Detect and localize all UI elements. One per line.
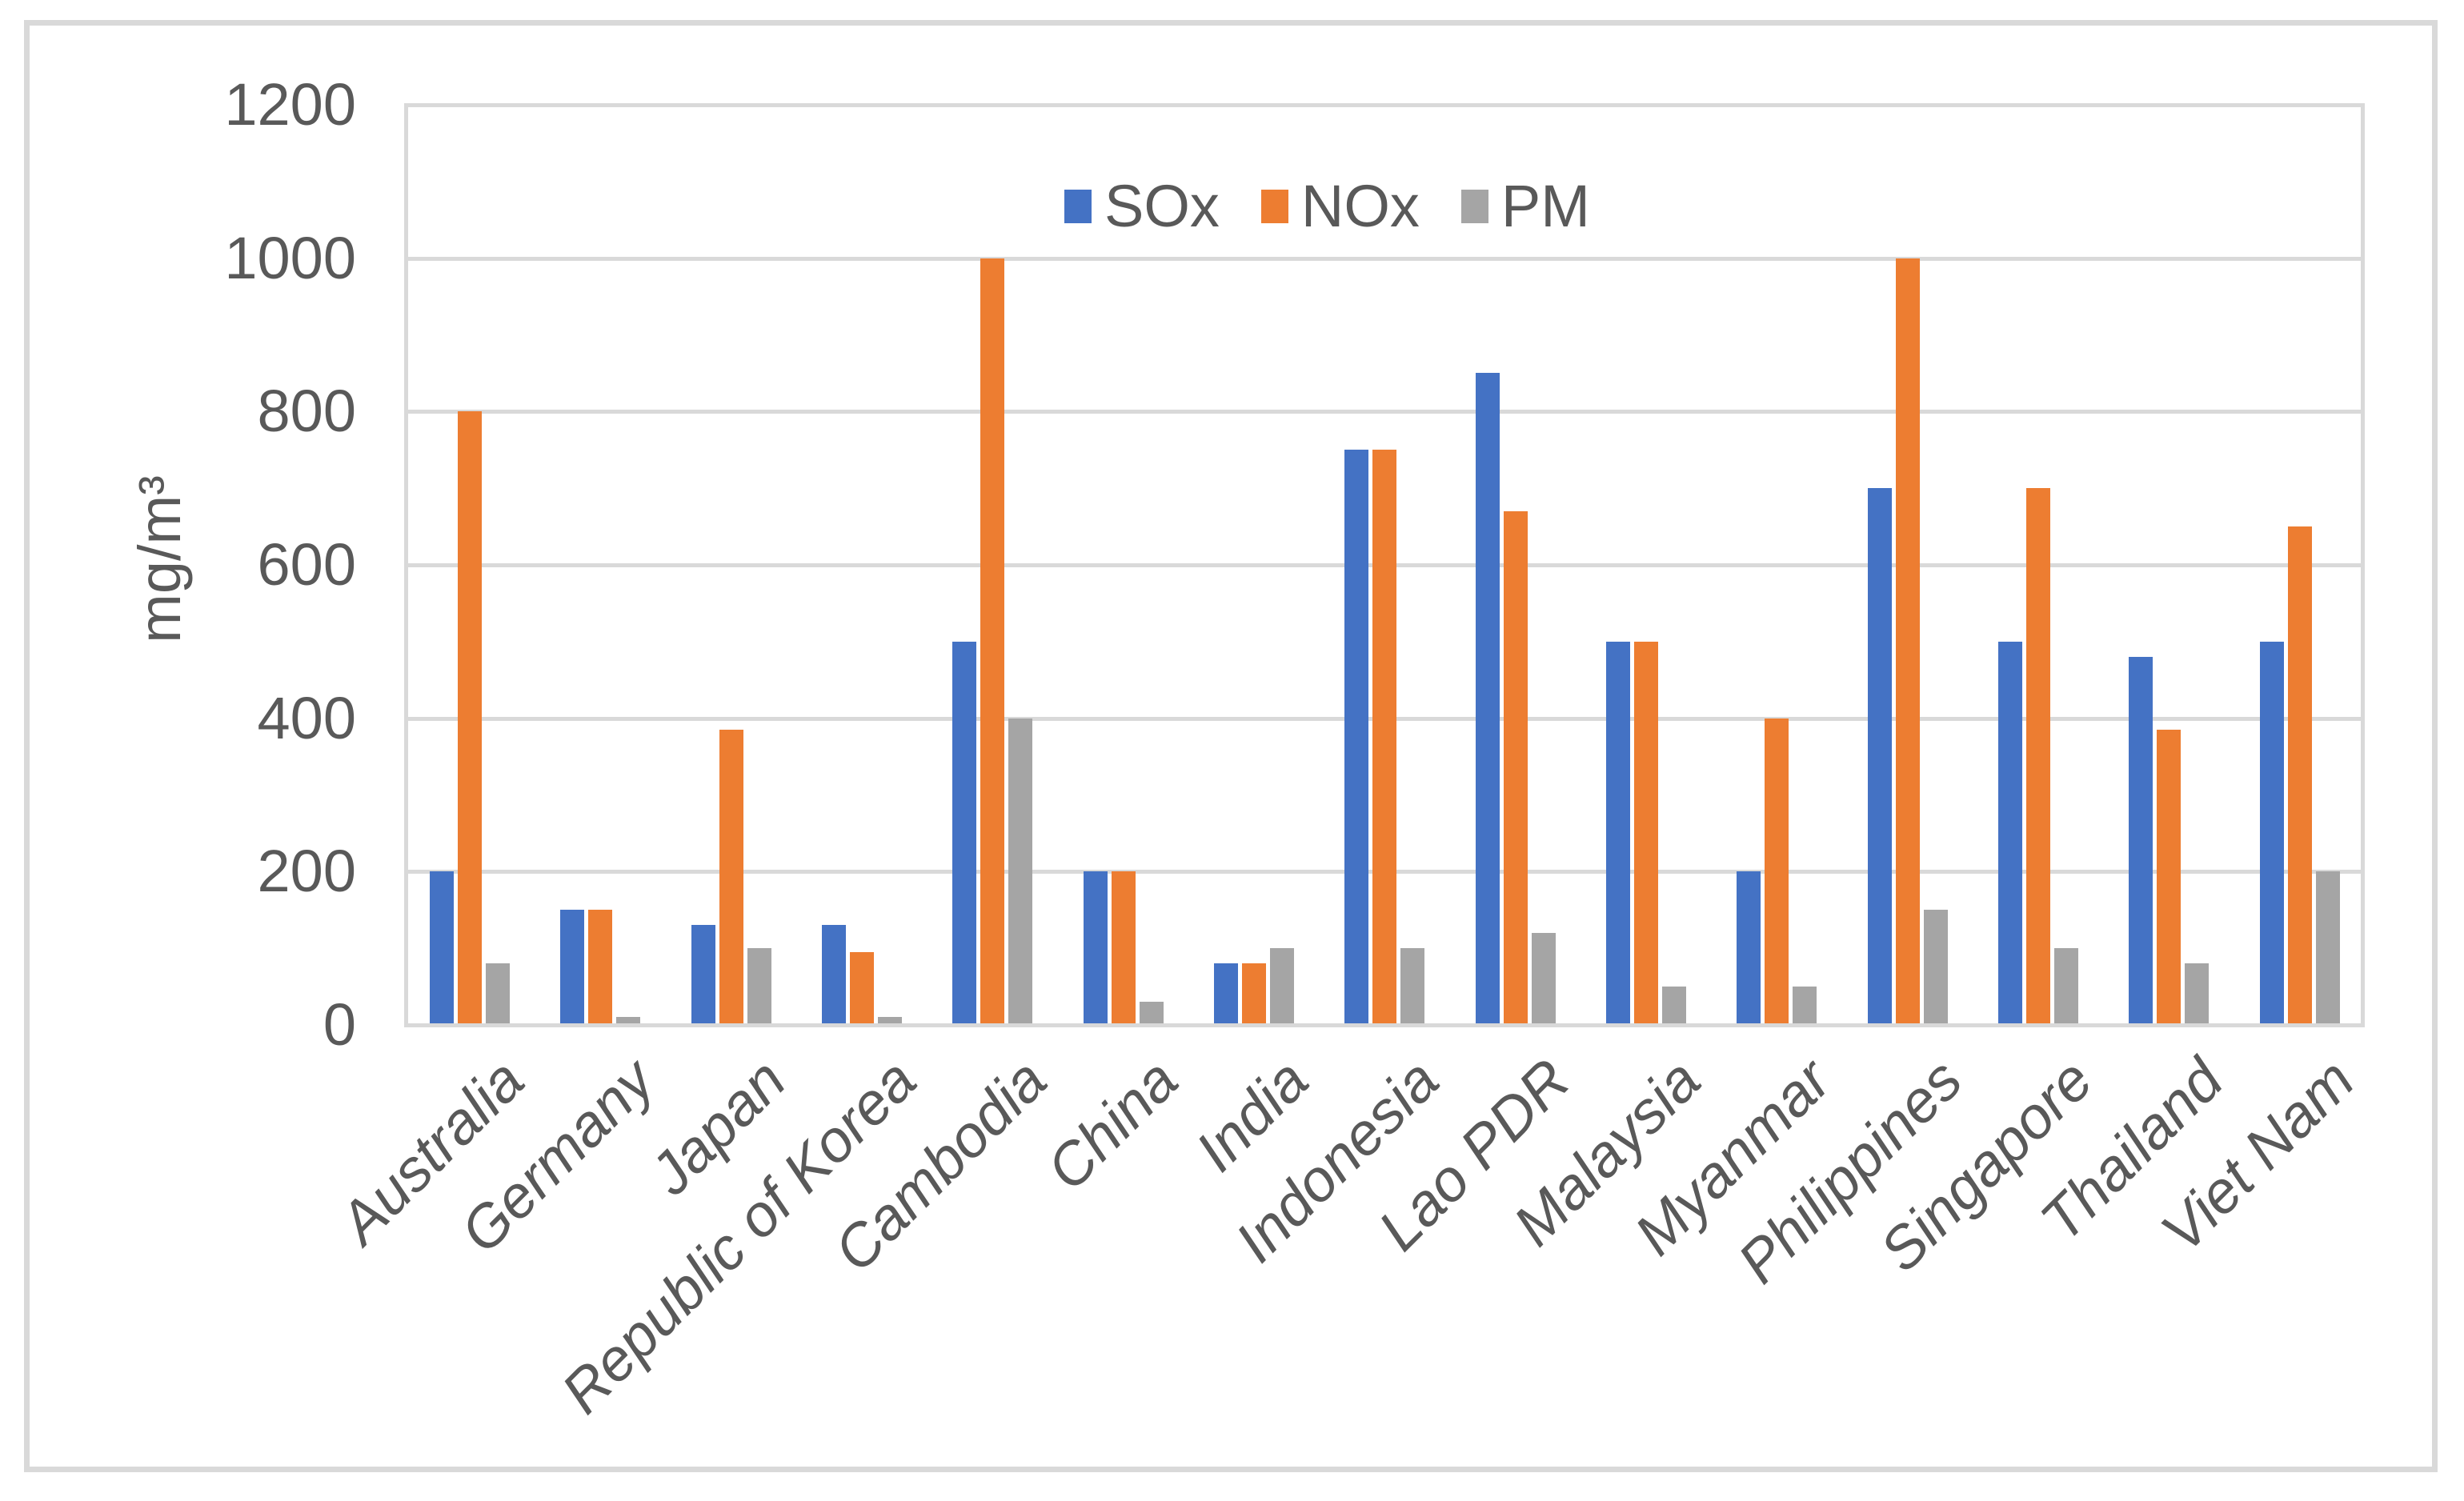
bar-nox-china [1111,871,1136,1023]
chart-legend: SOx NOx PM [1064,170,1632,243]
legend-label-pm: PM [1500,173,1590,239]
legend-label-sox: SOx [1104,173,1220,239]
legend-item-pm: PM [1460,170,1590,243]
bar-nox-malaysia [1634,641,1658,1023]
bar-pm-cambodia [1008,718,1033,1023]
bar-sox-singapore [1998,641,2022,1023]
plot-right-border [2361,105,2365,1027]
bar-pm-china [1139,1002,1164,1023]
bar-nox-viet-nam [2287,526,2312,1023]
bar-nox-indonesia [1372,450,1397,1023]
bar-sox-cambodia [952,641,977,1023]
bar-pm-indonesia [1400,948,1425,1023]
bar-sox-china [1083,871,1108,1023]
bar-sox-myanmar [1737,871,1761,1023]
bar-pm-myanmar [1793,987,1817,1023]
bar-pm-republic-of-korea [878,1017,902,1023]
bar-nox-philippines [1895,258,1920,1023]
plot-area [404,103,2365,1027]
bar-nox-india [1242,963,1266,1023]
legend-item-sox: SOx [1064,170,1220,243]
bar-nox-japan [719,730,743,1023]
y-tick-label-800: 800 [257,378,356,445]
legend-label-nox: NOx [1300,173,1420,239]
bar-sox-republic-of-korea [822,925,846,1023]
bar-pm-lao-pdr [1531,933,1556,1023]
pm-swatch-icon [1460,190,1488,223]
gridline-800 [404,410,2365,414]
bar-nox-lao-pdr [1503,510,1528,1023]
gridline-1200 [404,103,2365,107]
legend-item-nox: NOx [1260,170,1420,243]
y-axis-title: mg/m³ [126,475,193,643]
bar-pm-singapore [2054,948,2078,1023]
bar-sox-india [1214,963,1238,1023]
y-axis-line [404,105,408,1027]
bar-sox-australia [430,871,454,1023]
bar-nox-singapore [2026,488,2050,1023]
bar-pm-japan [747,948,771,1023]
bar-nox-republic-of-korea [850,951,874,1023]
bar-sox-japan [691,925,715,1023]
y-tick-label-0: 0 [323,991,356,1058]
bar-nox-cambodia [980,258,1005,1023]
y-tick-label-600: 600 [257,531,356,598]
y-tick-label-200: 200 [257,838,356,905]
bar-sox-indonesia [1344,450,1369,1023]
gridline-1000 [404,256,2365,261]
nox-swatch-icon [1260,190,1288,223]
bar-pm-india [1270,948,1294,1023]
bar-sox-lao-pdr [1475,373,1500,1023]
bar-nox-myanmar [1765,718,1789,1023]
gridline-0 [404,1023,2365,1027]
bar-sox-viet-nam [2259,641,2284,1023]
bar-pm-thailand [2185,963,2210,1023]
bar-pm-malaysia [1662,987,1686,1023]
sox-swatch-icon [1064,190,1092,223]
y-tick-label-1200: 1200 [224,71,356,138]
bar-nox-australia [458,411,482,1023]
bar-pm-germany [616,1017,641,1023]
bar-sox-germany [560,910,585,1023]
bar-nox-thailand [2157,730,2182,1023]
bar-pm-viet-nam [2315,871,2340,1023]
bar-pm-australia [486,963,510,1023]
bar-nox-germany [588,910,613,1023]
bar-pm-philippines [1923,910,1948,1023]
bar-sox-malaysia [1606,641,1630,1023]
y-tick-label-1000: 1000 [224,224,356,291]
bar-sox-thailand [2129,657,2153,1023]
bar-sox-philippines [1867,488,1892,1023]
y-tick-label-400: 400 [257,684,356,751]
